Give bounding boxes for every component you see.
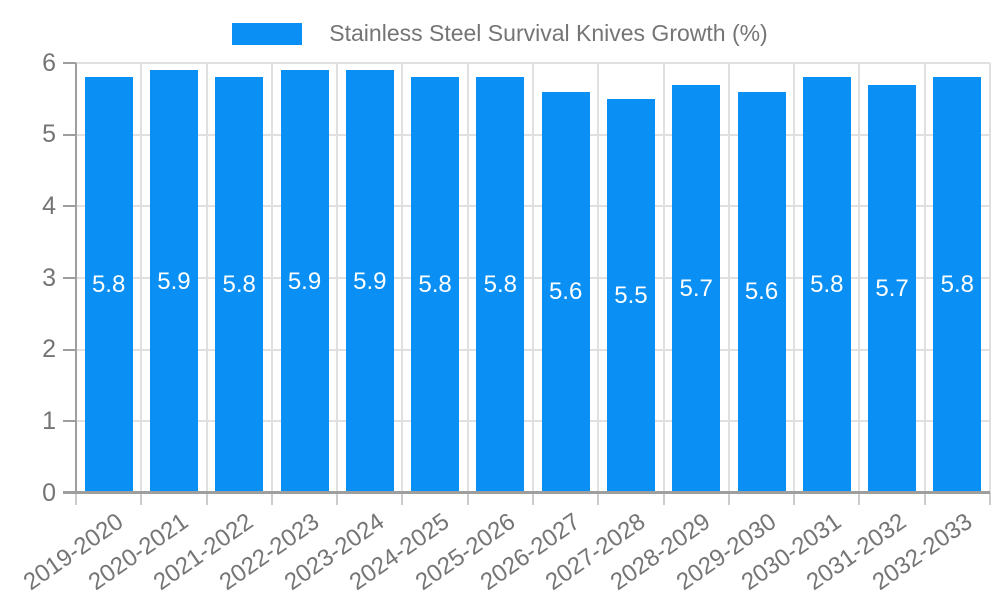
bar-value-label: 5.8 <box>810 271 844 299</box>
bar <box>476 77 525 493</box>
bar <box>149 70 198 493</box>
legend-swatch <box>232 22 303 45</box>
y-tick-label: 3 <box>42 263 56 292</box>
y-tick <box>63 277 76 279</box>
bar <box>802 77 851 493</box>
x-tick <box>205 493 208 505</box>
x-tick <box>532 493 534 505</box>
y-tick-label: 6 <box>42 48 56 77</box>
x-gridline <box>140 63 143 493</box>
bar-value-label: 5.8 <box>483 271 518 299</box>
x-tick <box>662 493 665 505</box>
bar-value-label: 5.8 <box>91 271 126 299</box>
x-tick <box>793 493 796 505</box>
x-gridline <box>401 63 404 493</box>
bar-value-label: 5.6 <box>744 278 779 306</box>
y-tick <box>63 133 76 136</box>
x-tick <box>270 493 273 505</box>
y-tick-label: 1 <box>42 406 56 435</box>
x-tick <box>858 493 861 505</box>
y-tick-label: 2 <box>42 335 56 364</box>
bar <box>606 98 655 493</box>
bar <box>215 77 264 493</box>
y-tick <box>63 62 76 64</box>
bar-value-label: 5.7 <box>679 274 713 302</box>
bar <box>672 84 721 493</box>
x-tick <box>336 493 339 505</box>
bar-value-label: 5.8 <box>940 271 975 299</box>
bar <box>933 77 982 493</box>
x-tick <box>140 493 143 505</box>
x-gridline <box>270 63 273 493</box>
y-axis-line <box>75 63 77 493</box>
bar <box>411 77 460 493</box>
bar-value-label: 5.8 <box>222 271 256 299</box>
y-tick-label: 5 <box>42 120 56 149</box>
bar <box>737 91 786 493</box>
x-gridline <box>336 63 339 493</box>
x-tick <box>597 493 600 505</box>
x-gridline <box>205 63 208 493</box>
bar-value-label: 5.9 <box>353 267 387 295</box>
bar <box>541 91 590 493</box>
bar-value-label: 5.6 <box>548 278 583 306</box>
x-tick <box>401 493 404 505</box>
x-gridline <box>793 63 796 493</box>
legend-label: Stainless Steel Survival Knives Growth (… <box>329 20 768 46</box>
x-gridline <box>597 63 600 493</box>
bar <box>280 70 329 493</box>
bar-value-label: 5.5 <box>614 281 648 309</box>
legend: Stainless Steel Survival Knives Growth (… <box>0 20 1000 47</box>
x-tick <box>75 493 77 505</box>
x-gridline <box>727 63 730 493</box>
x-gridline <box>923 63 926 493</box>
x-gridline <box>466 63 469 493</box>
x-tick <box>727 493 730 505</box>
y-tick <box>63 348 76 351</box>
bar <box>868 84 917 493</box>
bar-value-label: 5.9 <box>287 267 322 295</box>
x-gridline <box>858 63 861 493</box>
x-tick <box>466 493 469 505</box>
x-tick <box>923 493 926 505</box>
bar <box>345 70 394 493</box>
y-tick-label: 4 <box>42 191 56 220</box>
bar-value-label: 5.8 <box>418 271 452 299</box>
y-tick-label: 0 <box>42 478 56 507</box>
x-axis-line <box>63 491 990 494</box>
bar-value-label: 5.7 <box>875 274 909 302</box>
x-gridline <box>532 63 534 493</box>
y-tick <box>63 420 76 423</box>
x-gridline <box>662 63 665 493</box>
bar-value-label: 5.9 <box>157 267 191 295</box>
bar <box>84 77 133 493</box>
x-tick <box>989 493 991 505</box>
x-gridline <box>989 63 991 493</box>
y-tick <box>63 205 76 208</box>
